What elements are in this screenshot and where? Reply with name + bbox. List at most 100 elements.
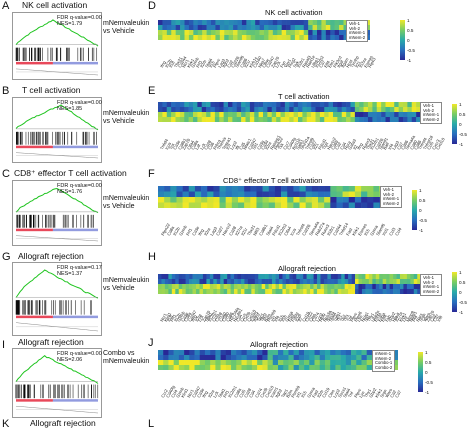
heatmap-cell bbox=[257, 355, 263, 361]
heatmap-cell bbox=[325, 20, 331, 26]
heatmap-cell bbox=[368, 289, 373, 294]
heatmap-cell bbox=[403, 117, 408, 122]
heatmap-cell bbox=[379, 279, 383, 285]
heatmap-cell bbox=[211, 30, 216, 36]
heatmap-cell bbox=[224, 35, 229, 40]
heatmap-cell bbox=[210, 360, 216, 366]
heatmap-cell bbox=[319, 102, 325, 108]
heatmap-cell bbox=[296, 279, 301, 285]
legend-entry: mNem-2 bbox=[383, 200, 400, 206]
heatmap-cell bbox=[361, 365, 367, 370]
heatmap-cell bbox=[267, 365, 274, 370]
heatmap-cell bbox=[228, 20, 234, 26]
heatmap-cell bbox=[168, 350, 174, 356]
heatmap-cell bbox=[247, 274, 252, 280]
heatmap-cell bbox=[416, 112, 421, 118]
heatmap-cell bbox=[166, 112, 172, 118]
heatmap-cell bbox=[321, 35, 327, 40]
heatmap-cell bbox=[318, 186, 325, 192]
ranked-metric-line bbox=[15, 405, 99, 414]
heatmap-cell bbox=[372, 112, 378, 118]
heatmap-cell bbox=[413, 284, 418, 290]
heatmap-cell bbox=[361, 355, 367, 361]
legend-J: mNem-1 mNem-2 Combo-1 Combo-2 bbox=[372, 350, 396, 373]
colorbar-tick-label: -1 bbox=[459, 309, 464, 315]
heatmap-cell bbox=[215, 35, 221, 40]
heatmap-cell bbox=[251, 360, 258, 366]
heatmap-cell bbox=[393, 284, 397, 290]
heatmap-cell bbox=[286, 30, 291, 36]
heatmap-cell bbox=[262, 197, 270, 203]
heatmap-cell bbox=[171, 30, 176, 36]
heatmap-cell bbox=[219, 186, 226, 192]
heatmap-cell bbox=[236, 350, 242, 356]
heatmap-cell bbox=[219, 35, 225, 40]
heatmap-cell bbox=[259, 20, 265, 26]
heatmap-cell bbox=[227, 289, 231, 294]
heatmap-cell bbox=[278, 365, 284, 370]
heatmap-cell bbox=[241, 355, 247, 361]
heatmap-cell bbox=[197, 30, 203, 36]
heatmap-cell bbox=[340, 360, 347, 366]
heatmap-cell bbox=[249, 112, 255, 118]
heatmap-cell bbox=[251, 289, 256, 294]
gene-label: Cd7 bbox=[394, 389, 403, 399]
heatmap-cell bbox=[194, 202, 202, 208]
heatmap-cell bbox=[309, 355, 315, 361]
heatmap-cell bbox=[311, 102, 316, 108]
heatmap-cell bbox=[215, 355, 221, 361]
heatmap-cell bbox=[158, 117, 163, 122]
legend-entry: Combo-2 bbox=[375, 364, 393, 370]
heatmap-cell bbox=[337, 289, 342, 294]
enrichment-plot-G bbox=[15, 269, 99, 332]
heatmap-cell bbox=[337, 117, 343, 122]
ranked-metric-line bbox=[15, 152, 99, 159]
heatmap-cell bbox=[348, 197, 356, 203]
heatmap-cell bbox=[216, 289, 221, 294]
heatmap-cell bbox=[294, 20, 300, 26]
heatmap-cell bbox=[210, 102, 216, 108]
heatmap-cell bbox=[164, 191, 171, 198]
heatmap-cell bbox=[299, 289, 304, 294]
heatmap-cell bbox=[193, 117, 198, 122]
heatmap-cell bbox=[298, 117, 303, 122]
heatmap-cell bbox=[207, 186, 214, 192]
heatmap-cell bbox=[168, 360, 174, 366]
heatmap-cell bbox=[292, 279, 297, 285]
heatmap-cell bbox=[407, 102, 413, 108]
colorbar-tick-label: -0.5 bbox=[459, 131, 467, 137]
heatmap-cell bbox=[272, 365, 279, 370]
heatmap-cell bbox=[337, 112, 343, 118]
heatmap-cell bbox=[314, 350, 321, 356]
heatmap-cell bbox=[202, 289, 207, 294]
heatmap-cell bbox=[334, 284, 339, 290]
heatmap-cell bbox=[214, 102, 220, 108]
heatmap-cell bbox=[317, 20, 322, 26]
heatmap-cell bbox=[223, 274, 228, 280]
heatmap-cell bbox=[199, 365, 206, 370]
heatmap-cell bbox=[389, 284, 394, 290]
gsea-title-K: Allograft rejection bbox=[30, 418, 96, 428]
heatmap-cell bbox=[272, 25, 278, 31]
heatmap-cell bbox=[277, 30, 282, 36]
heatmap-cell bbox=[283, 350, 289, 356]
heatmap-cell bbox=[257, 350, 263, 356]
heatmap-cell bbox=[175, 25, 181, 31]
heatmap-cell bbox=[410, 279, 415, 285]
heatmap-cell bbox=[213, 191, 220, 198]
heatmap-cell bbox=[302, 117, 308, 122]
heatmap-cell bbox=[268, 191, 276, 198]
heatmap-cell bbox=[317, 35, 322, 40]
heatmap-cell bbox=[393, 289, 397, 294]
heatmap-cell bbox=[361, 202, 368, 208]
heatmap-cell bbox=[416, 117, 421, 122]
heatmap-cell bbox=[199, 274, 204, 280]
heatmap-cell bbox=[271, 117, 277, 122]
enrichment-curve bbox=[15, 19, 99, 47]
heatmap-cell bbox=[317, 25, 322, 31]
heatmap-cell bbox=[268, 25, 274, 31]
heatmap-cell bbox=[325, 35, 331, 40]
gene-labels-E: Tnfsf4 Icos Tox Cd3e Cd8b1 Zap70 Ctla4 Cd8a Lat L… bbox=[158, 122, 448, 154]
heatmap-cell bbox=[392, 360, 398, 366]
hit-bars bbox=[15, 384, 99, 399]
